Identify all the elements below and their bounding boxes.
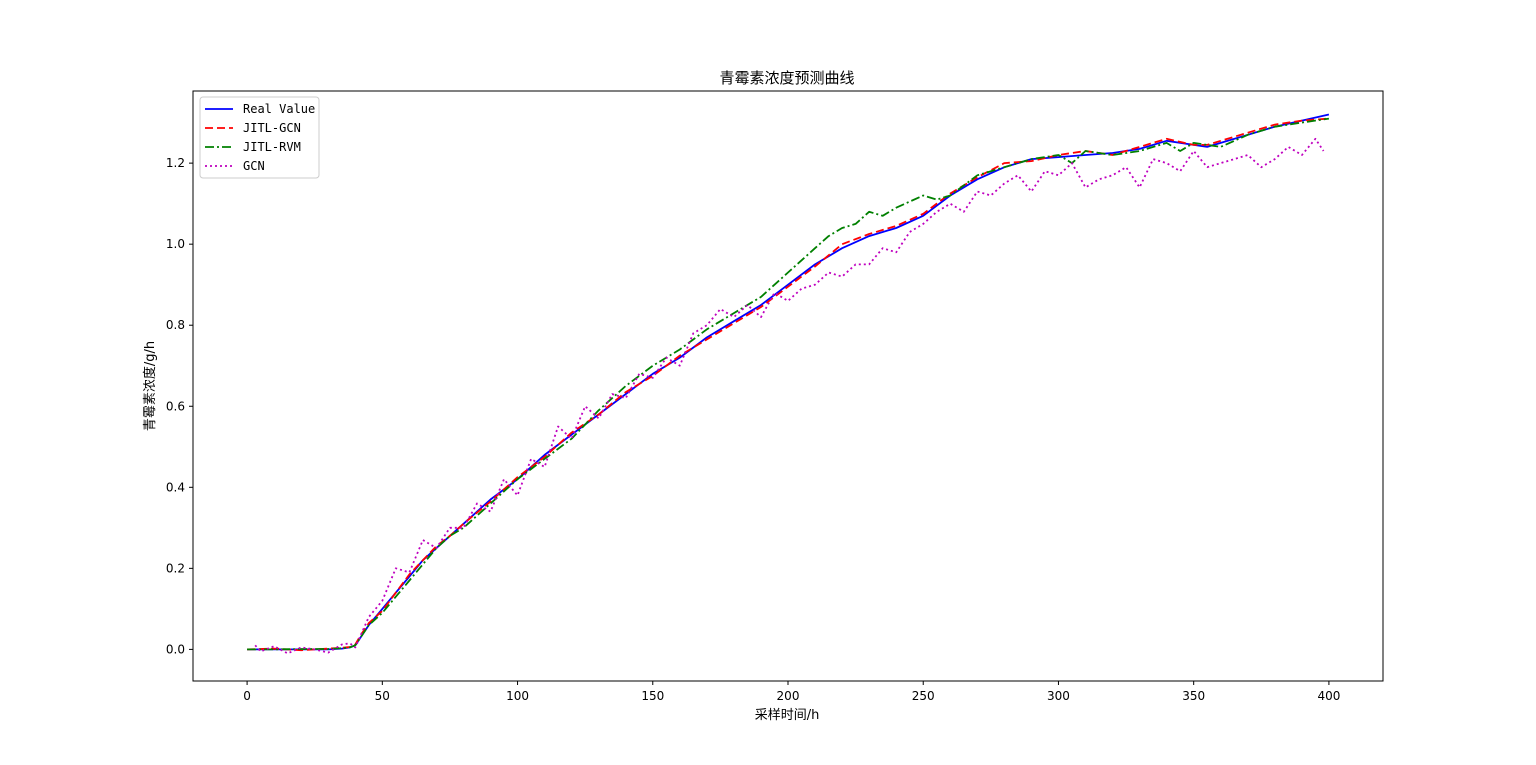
series-line-gcn [254, 137, 1325, 655]
x-tick-label: 150 [641, 689, 664, 703]
x-tick-label: 350 [1182, 689, 1205, 703]
y-tick-label: 0.6 [166, 399, 185, 413]
x-tick-label: 250 [912, 689, 935, 703]
legend-label: JITL-RVM [243, 140, 301, 154]
y-tick-label: 0.2 [166, 561, 185, 575]
legend-label: GCN [243, 159, 265, 173]
y-tick-label: 1.0 [166, 237, 185, 251]
legend-box [199, 96, 320, 179]
y-axis: 0.0 0.2 0.4 0.6 0.8 1.0 1.2 [166, 156, 193, 656]
x-axis-label: 采样时间/h [755, 708, 820, 723]
y-tick-label: 0.4 [166, 480, 185, 494]
legend-label: JITL-GCN [243, 121, 301, 135]
legend: Real Value JITL-GCN JITL-RVM GCN [199, 96, 320, 179]
x-tick-label: 100 [506, 689, 529, 703]
x-tick-label: 300 [1047, 689, 1070, 703]
x-tick-label: 50 [375, 689, 390, 703]
y-axis-label: 青霉素浓度/g/h [142, 341, 158, 431]
x-tick-label: 0 [243, 689, 251, 703]
series-line-jitl-gcn [247, 117, 1329, 652]
series-line-jitl-rvm [247, 117, 1330, 651]
x-tick-label: 400 [1317, 689, 1340, 703]
x-tick-label: 200 [777, 689, 800, 703]
chart-title: 青霉素浓度预测曲线 [719, 69, 854, 87]
x-axis: 0 50 100 150 200 250 300 350 400 [243, 681, 1340, 703]
y-tick-label: 1.2 [166, 156, 185, 170]
plot-area [193, 91, 1383, 681]
y-tick-label: 0.8 [166, 318, 185, 332]
legend-label: Real Value [243, 102, 315, 116]
series-layer [247, 113, 1330, 655]
y-tick-label: 0.0 [166, 642, 185, 656]
